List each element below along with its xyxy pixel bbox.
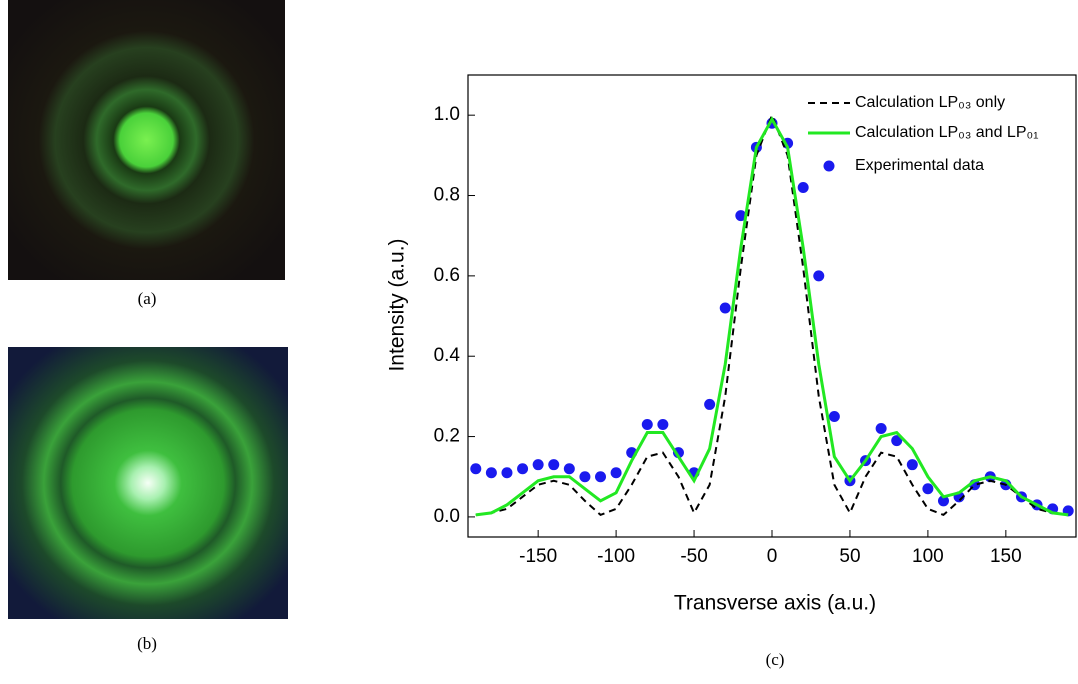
y-axis-label: Intensity (a.u.) — [386, 238, 409, 371]
data-point — [517, 463, 529, 475]
caption: (c) — [766, 650, 785, 669]
legend-label: Calculation LP₀₃ only — [855, 94, 1005, 111]
legend-label: Calculation LP₀₃ and LP₀₁ — [855, 124, 1039, 141]
data-point — [735, 210, 747, 222]
data-point — [922, 483, 934, 495]
data-point — [501, 467, 513, 479]
data-point — [595, 471, 607, 483]
x-tick-label: -50 — [680, 546, 707, 567]
y-tick-label: 0.6 — [434, 265, 460, 286]
y-tick-label: 0.8 — [434, 185, 460, 206]
photo-b — [8, 347, 288, 619]
caption: (a) — [138, 289, 157, 308]
data-point — [579, 471, 591, 483]
x-tick-label: 0 — [767, 546, 778, 567]
x-tick-label: 150 — [990, 546, 1022, 567]
x-axis-label: Transverse axis (a.u.) — [674, 592, 876, 615]
data-point — [828, 410, 840, 422]
data-point — [548, 459, 560, 471]
y-tick-label: 0.4 — [434, 345, 461, 366]
data-point — [470, 463, 482, 475]
data-point — [532, 459, 544, 471]
data-point — [563, 463, 575, 475]
data-point — [485, 467, 497, 479]
data-point — [813, 270, 825, 282]
data-point — [719, 302, 731, 314]
caption: (b) — [137, 634, 157, 653]
data-point — [610, 467, 622, 479]
x-tick-label: -100 — [597, 546, 635, 567]
legend-marker — [823, 160, 835, 172]
x-tick-label: -150 — [519, 546, 557, 567]
y-tick-label: 0.0 — [434, 506, 460, 527]
x-tick-label: 50 — [839, 546, 860, 567]
photo-a — [8, 0, 285, 280]
data-point — [704, 398, 716, 410]
data-point — [906, 459, 918, 471]
data-point — [875, 423, 887, 435]
y-tick-label: 0.2 — [434, 426, 460, 447]
data-point — [937, 495, 949, 507]
x-tick-label: 100 — [912, 546, 944, 567]
data-point — [891, 435, 903, 447]
legend-label: Experimental data — [855, 157, 984, 174]
series-line — [475, 112, 1069, 517]
y-tick-label: 1.0 — [434, 104, 460, 125]
data-point — [657, 419, 669, 431]
data-point — [797, 181, 809, 193]
plot-frame — [467, 74, 1077, 538]
series-line — [475, 116, 1069, 517]
data-point — [641, 419, 653, 431]
